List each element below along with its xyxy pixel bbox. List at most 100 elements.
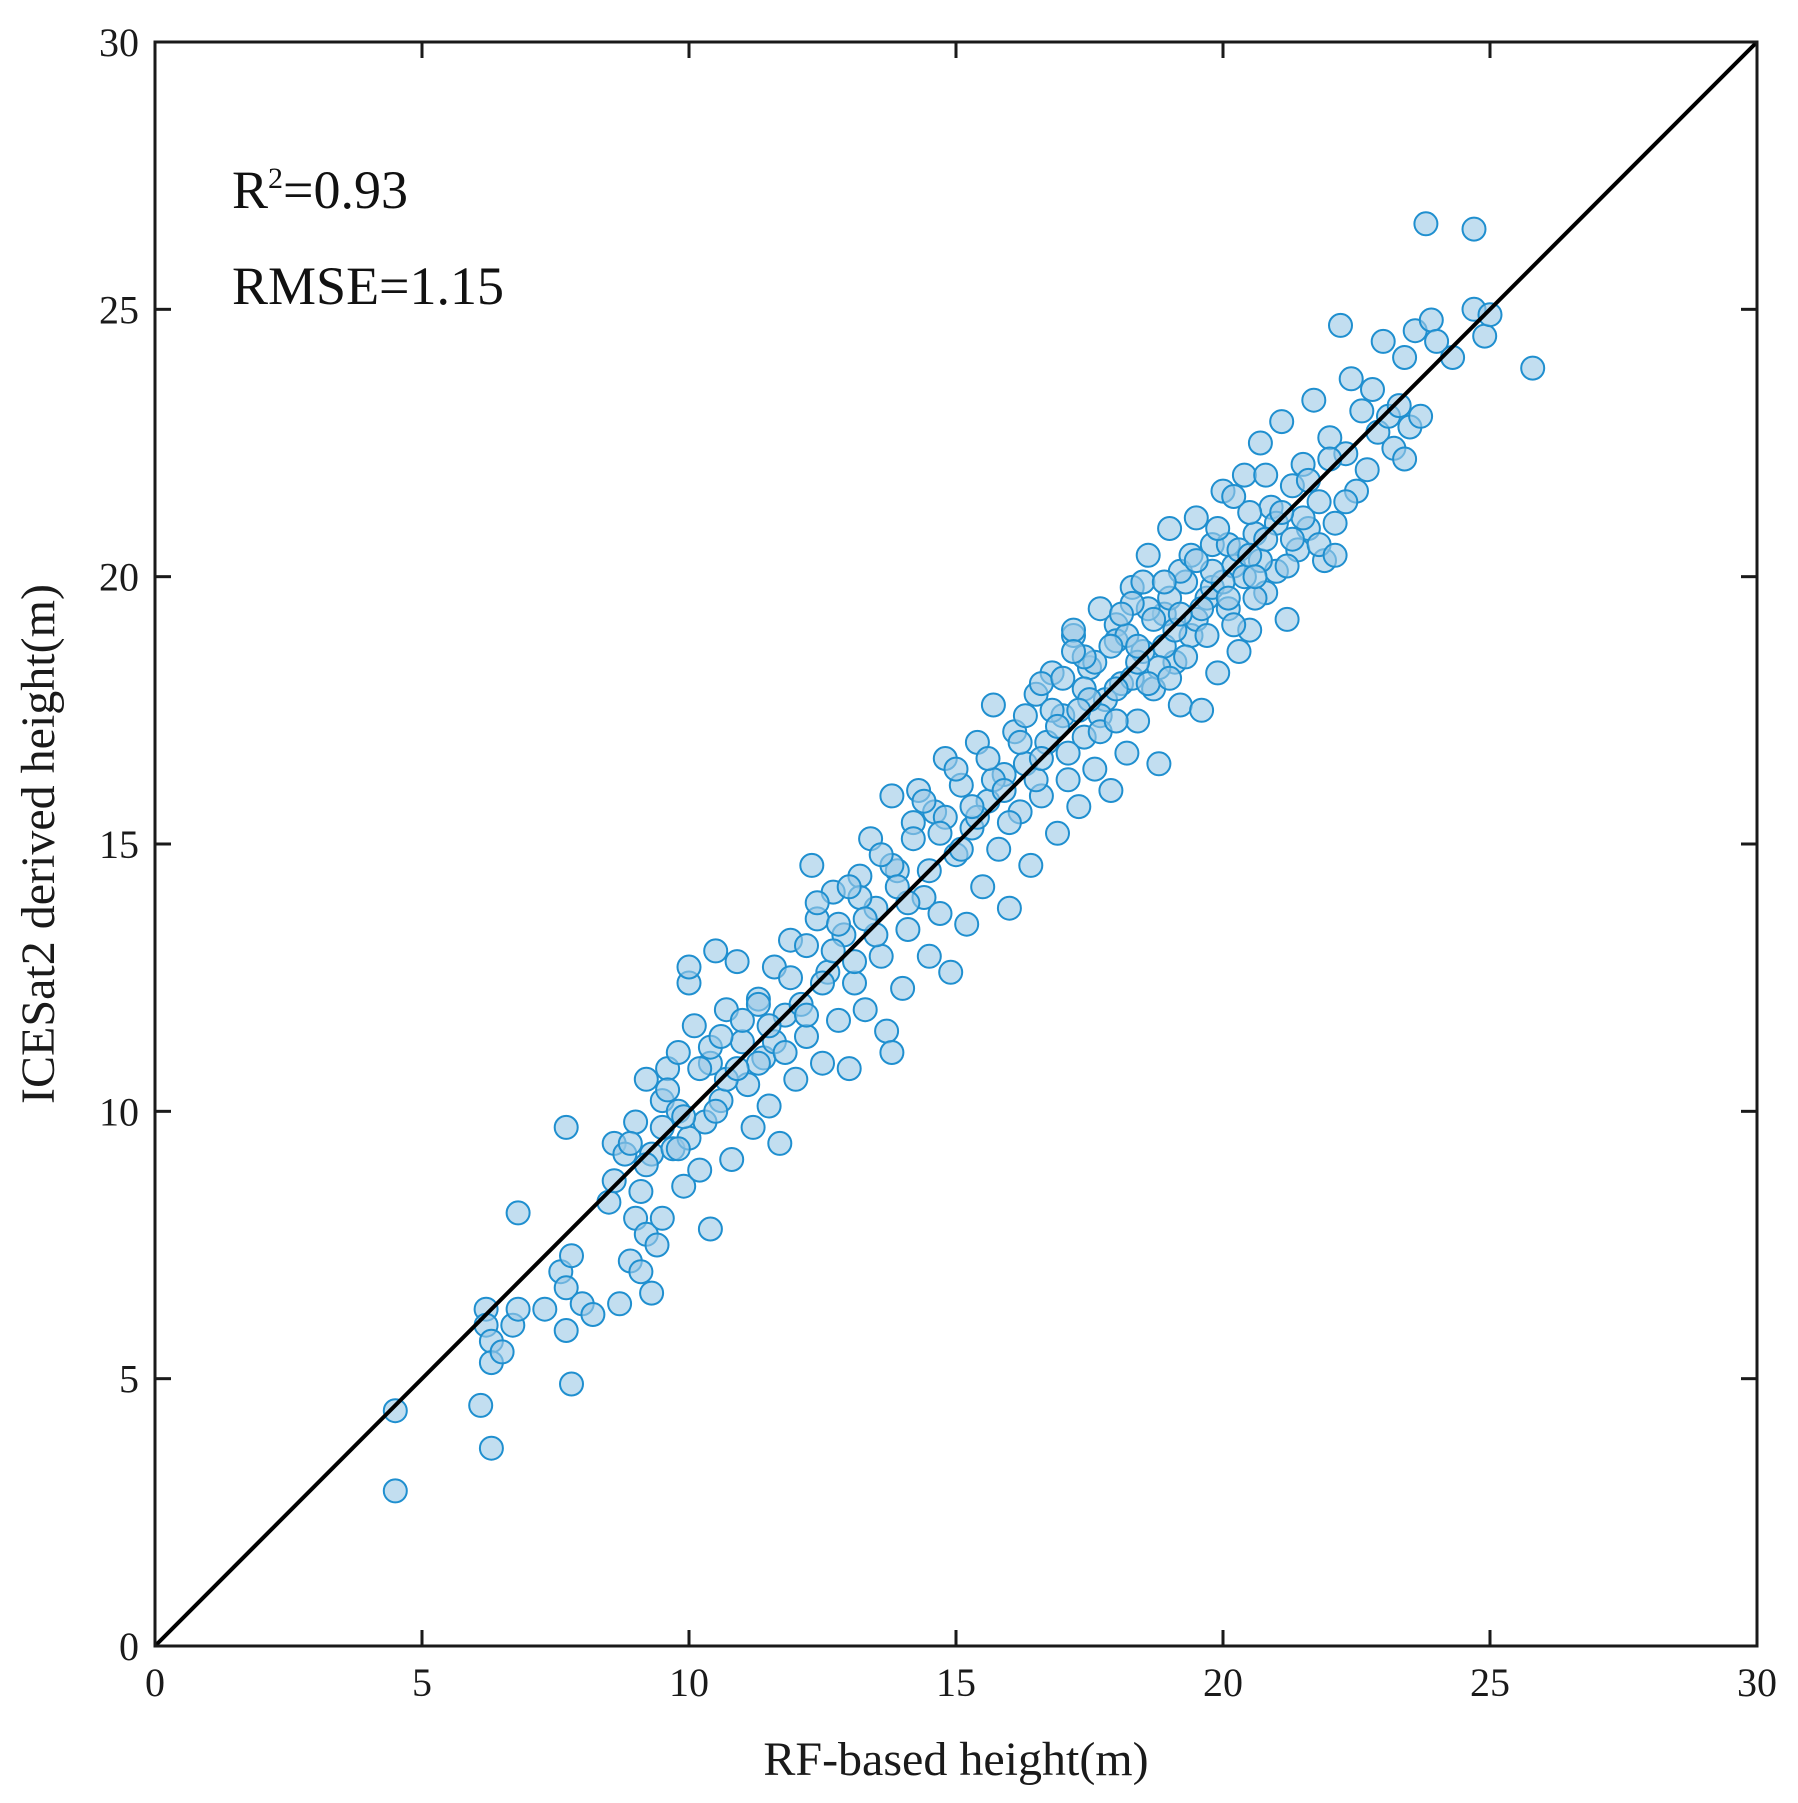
data-point xyxy=(959,794,985,820)
data-point xyxy=(1392,345,1418,370)
data-point xyxy=(756,1013,782,1039)
data-point xyxy=(671,1173,697,1199)
data-point xyxy=(724,1056,750,1082)
data-point xyxy=(810,970,835,996)
data-point xyxy=(532,1296,558,1322)
data-point xyxy=(1413,211,1439,237)
data-point xyxy=(681,1013,707,1039)
data-point xyxy=(644,1232,670,1258)
data-point xyxy=(1082,756,1108,782)
data-point xyxy=(505,1200,531,1226)
y-tick-label: 15 xyxy=(99,822,139,867)
data-point xyxy=(1301,387,1327,413)
data-point xyxy=(1226,639,1252,664)
data-point xyxy=(794,1002,819,1028)
data-point xyxy=(1472,323,1498,349)
data-point xyxy=(996,895,1022,921)
data-point xyxy=(1237,500,1263,525)
data-point xyxy=(890,975,916,1001)
data-point xyxy=(1055,767,1081,793)
data-point xyxy=(1215,585,1241,611)
data-point xyxy=(559,1371,584,1397)
data-point xyxy=(986,836,1012,862)
y-tick-label: 20 xyxy=(99,555,139,600)
data-point xyxy=(1125,708,1151,734)
data-point xyxy=(1028,671,1054,697)
data-point xyxy=(1061,617,1086,643)
x-axis-title: RF-based height(m) xyxy=(763,1733,1148,1786)
x-tick-label: 5 xyxy=(412,1660,432,1705)
data-point xyxy=(553,1318,579,1343)
data-point xyxy=(633,1066,659,1092)
data-point xyxy=(1290,505,1316,531)
data-point xyxy=(1205,660,1231,686)
data-point xyxy=(559,1243,584,1269)
data-point xyxy=(836,874,862,900)
data-point xyxy=(745,991,771,1017)
data-point xyxy=(580,1302,606,1327)
data-point xyxy=(1408,403,1434,429)
data-point xyxy=(1253,526,1279,552)
data-point xyxy=(868,842,894,868)
data-point xyxy=(826,911,851,937)
y-tick-label: 0 xyxy=(119,1624,139,1669)
x-tick-label: 15 xyxy=(936,1660,976,1705)
data-point xyxy=(1061,639,1086,664)
data-point xyxy=(617,1130,643,1156)
data-point xyxy=(1173,644,1199,670)
data-point xyxy=(852,997,878,1023)
data-point xyxy=(1098,633,1124,659)
data-point xyxy=(1045,713,1070,739)
data-point xyxy=(1151,569,1177,595)
data-point xyxy=(703,1098,729,1124)
data-point xyxy=(943,756,969,782)
data-point xyxy=(1135,542,1161,568)
data-point xyxy=(1012,703,1038,729)
y-tick-label: 5 xyxy=(119,1357,139,1402)
data-point xyxy=(842,970,867,996)
data-point xyxy=(1370,328,1396,354)
data-point xyxy=(719,1147,745,1172)
data-point xyxy=(900,826,926,852)
reference-line-1-to-1 xyxy=(153,40,1759,1648)
data-point xyxy=(1189,697,1215,723)
data-point xyxy=(1018,852,1044,878)
data-point xyxy=(1221,612,1247,638)
data-point xyxy=(601,1168,627,1194)
data-point xyxy=(649,1205,675,1231)
data-point xyxy=(1045,820,1070,846)
data-point xyxy=(665,1136,691,1162)
data-point xyxy=(895,917,921,942)
data-point xyxy=(1157,665,1183,691)
r-squared-superscript: 2 xyxy=(268,162,283,195)
data-point xyxy=(1360,377,1385,402)
data-points xyxy=(382,211,1546,1504)
data-point xyxy=(1477,302,1503,328)
data-point xyxy=(836,1056,862,1082)
data-point xyxy=(553,1275,579,1301)
data-point xyxy=(697,1216,723,1242)
y-tick-label: 25 xyxy=(99,287,139,332)
data-point xyxy=(1050,665,1076,691)
data-point xyxy=(1418,307,1444,333)
data-point xyxy=(1306,489,1332,515)
data-point xyxy=(810,1050,835,1076)
data-point xyxy=(382,1398,408,1424)
data-point xyxy=(665,1040,691,1065)
x-tick-label: 30 xyxy=(1737,1660,1777,1705)
reference-line-group xyxy=(153,40,1759,1648)
data-point xyxy=(1194,623,1220,648)
data-point xyxy=(1461,216,1487,242)
data-point xyxy=(708,1024,734,1049)
data-point xyxy=(1322,510,1348,536)
data-point xyxy=(1274,553,1300,579)
data-point xyxy=(1269,500,1295,525)
x-tick-label: 25 xyxy=(1470,1660,1510,1705)
x-tick-label: 10 xyxy=(669,1660,709,1705)
r-squared-prefix: R xyxy=(232,160,268,220)
data-point xyxy=(1279,526,1305,552)
data-point xyxy=(676,954,702,980)
data-point xyxy=(1349,398,1375,424)
data-point xyxy=(1338,366,1364,392)
